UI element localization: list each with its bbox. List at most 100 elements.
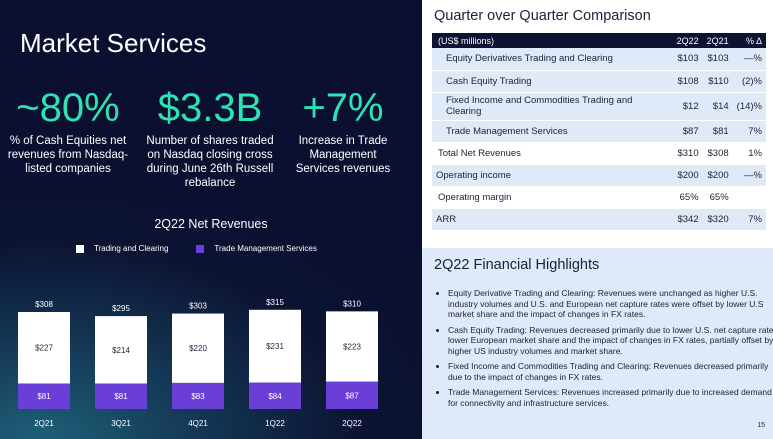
kpi-description: % of Cash Equities net revenues from Nas… <box>7 135 129 175</box>
list-item: Cash Equity Trading: Revenues decreased … <box>448 325 773 357</box>
bar-trade-management <box>249 382 301 409</box>
table-row: Operating income $200 $200 —% <box>432 164 766 187</box>
cell-2q21: $200 <box>702 164 733 187</box>
comparison-title: Quarter over Quarter Comparison <box>434 8 651 24</box>
data-label: $81 <box>114 392 128 401</box>
data-label: $231 <box>266 342 284 351</box>
list-item: Fixed Income and Commodities Trading and… <box>448 361 773 382</box>
total-label: $310 <box>343 299 361 308</box>
cell-change: (2)% <box>732 70 766 93</box>
bar-trade-management <box>95 383 147 409</box>
legend-swatch-trading-clearing <box>76 244 84 253</box>
x-tick-label: 3Q21 <box>111 419 131 428</box>
cell-2q22: $108 <box>672 70 703 93</box>
bar-trading-clearing <box>249 309 301 383</box>
bar-trading-clearing <box>95 316 147 384</box>
table-row: Equity Derivatives Trading and Clearing $… <box>432 48 766 71</box>
legend-label: Trading and Clearing <box>94 244 169 253</box>
table-row: Total Net Revenues $310 $308 1% <box>432 142 766 165</box>
kpi-closing-cross: $3.3B Number of shares traded on Nasdaq … <box>140 86 280 190</box>
cell-2q21: 65% <box>702 186 733 209</box>
bar-trade-management <box>18 383 70 409</box>
bar-trading-clearing <box>326 311 378 382</box>
cell-2q21: $14 <box>702 92 733 121</box>
data-label: $81 <box>37 392 51 401</box>
kpi-cash-equities: ~80% % of Cash Equities net revenues fro… <box>4 86 132 176</box>
kpi-description: Number of shares traded on Nasdaq closin… <box>146 135 274 189</box>
data-label: $83 <box>191 392 205 401</box>
table-row: Fixed Income and Commodities Trading and… <box>432 92 766 121</box>
cell-2q22: 65% <box>672 186 703 209</box>
bar-trade-management <box>326 381 378 409</box>
cell-2q22: $87 <box>672 120 703 143</box>
header-2q21: 2Q21 <box>702 33 733 48</box>
legend-item-trading-clearing: Trading and Clearing <box>76 244 168 253</box>
header-change: % Δ <box>732 33 766 48</box>
total-label: $308 <box>35 300 53 309</box>
table-header-row: (US$ millions) 2Q22 2Q21 % Δ <box>432 33 766 48</box>
row-label: Cash Equity Trading <box>432 70 673 93</box>
row-label: Operating income <box>432 164 673 187</box>
kpi-value: +7% <box>302 86 384 130</box>
highlights-panel: 2Q22 Financial Highlights Equity Derivat… <box>422 248 773 439</box>
row-label: Total Net Revenues <box>432 142 673 165</box>
cell-2q22: $103 <box>672 48 703 71</box>
x-tick-label: 1Q22 <box>265 419 285 428</box>
chart-title: 2Q22 Net Revenues <box>154 217 268 231</box>
data-label: $227 <box>35 344 53 353</box>
page-title: Market Services <box>20 28 207 58</box>
cell-change <box>732 186 766 209</box>
table-row: ARR $342 $320 7% <box>432 208 766 231</box>
highlights-title: 2Q22 Financial Highlights <box>434 257 600 273</box>
legend-swatch-trade-management <box>196 244 205 253</box>
cell-change: (14)% <box>732 92 766 121</box>
kpi-description: Increase in Trade Management Services re… <box>295 135 391 175</box>
table-row: Trade Management Services $87 $81 7% <box>432 120 766 143</box>
cell-2q22: $342 <box>672 208 703 231</box>
data-label: $84 <box>268 392 282 401</box>
legend-label: Trade Management Services <box>214 244 317 253</box>
cell-change: 7% <box>732 120 766 143</box>
left-panel: Market Services ~80% % of Cash Equities … <box>0 0 422 439</box>
cell-2q21: $81 <box>702 120 733 143</box>
header-2q22: 2Q22 <box>672 33 703 48</box>
highlights-list: Equity Derivative Trading and Clearing: … <box>434 288 773 413</box>
cell-change: —% <box>732 48 766 71</box>
list-item: Equity Derivative Trading and Clearing: … <box>448 288 773 320</box>
row-label: Equity Derivatives Trading and Clearing <box>432 48 673 71</box>
kpi-value: $3.3B <box>157 86 263 130</box>
list-item: Trade Management Services: Revenues incr… <box>448 387 773 408</box>
row-label: Fixed Income and Commodities Trading and… <box>432 92 673 121</box>
cell-change: —% <box>732 164 766 187</box>
cell-2q21: $103 <box>702 48 733 71</box>
cell-2q21: $110 <box>702 70 733 93</box>
total-label: $295 <box>112 304 130 313</box>
total-label: $315 <box>266 298 284 307</box>
page-number: 15 <box>757 422 765 429</box>
table-row: Cash Equity Trading $108 $110 (2)% <box>432 70 766 93</box>
legend-item-trade-management: Trade Management Services <box>196 244 317 253</box>
table-row: Operating margin 65% 65% <box>432 186 766 209</box>
x-tick-label: 2Q22 <box>342 419 362 428</box>
cell-change: 1% <box>732 142 766 165</box>
bar-trade-management <box>172 382 224 409</box>
data-label: $223 <box>343 342 361 351</box>
row-label: ARR <box>432 208 673 231</box>
right-panel: Quarter over Quarter Comparison (US$ mil… <box>422 0 773 439</box>
cell-2q22: $200 <box>672 164 703 187</box>
cell-change: 7% <box>732 208 766 231</box>
x-tick-label: 2Q21 <box>34 419 54 428</box>
bar-trading-clearing <box>18 312 70 384</box>
bar-trading-clearing <box>172 313 224 383</box>
data-label: $214 <box>112 346 130 355</box>
kpi-trade-management: +7% Increase in Trade Management Service… <box>288 86 398 176</box>
comparison-table: (US$ millions) 2Q22 2Q21 % Δ Equity Deri… <box>432 33 766 231</box>
row-label: Trade Management Services <box>432 120 673 143</box>
net-revenues-chart: $81 $227 $308 2Q21 $81 $214 $295 3Q21 $83 $220 $30… <box>18 298 378 428</box>
cell-2q21: $308 <box>702 142 733 165</box>
data-label: $87 <box>345 391 359 400</box>
row-label: Operating margin <box>432 186 673 209</box>
header-units: (US$ millions) <box>432 33 673 48</box>
chart-legend: Trading and Clearing Trade Management Se… <box>76 244 345 253</box>
cell-2q22: $310 <box>672 142 703 165</box>
